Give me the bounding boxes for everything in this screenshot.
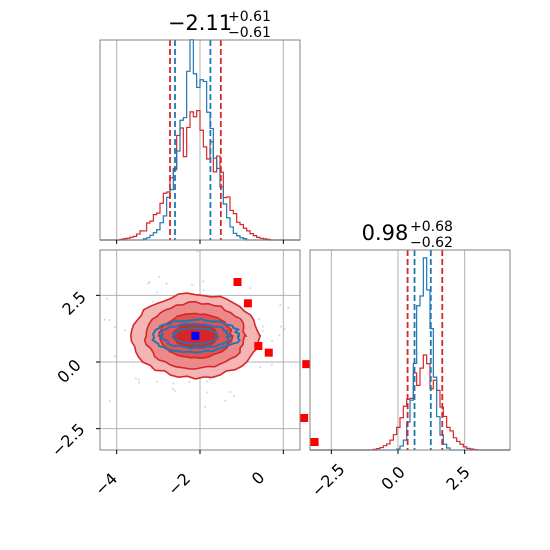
- sample-point: [158, 275, 161, 278]
- sample-point: [137, 378, 140, 381]
- sample-point: [199, 290, 202, 293]
- xtick-label: 0.0: [377, 462, 408, 493]
- sample-point: [155, 291, 158, 294]
- marker-red: [243, 299, 252, 308]
- sample-point: [271, 339, 274, 342]
- sample-point: [172, 382, 175, 385]
- xtick-label: −2.5: [308, 460, 349, 501]
- title-param-1-sub: −0.62: [410, 235, 453, 251]
- marker-blue: [191, 331, 200, 340]
- sample-point: [165, 282, 168, 285]
- title-param-0-sub: −0.61: [228, 25, 271, 41]
- sample-point: [258, 318, 261, 321]
- sample-point: [261, 325, 264, 328]
- sample-point: [191, 283, 194, 286]
- sample-point: [202, 288, 205, 291]
- sample-point: [283, 327, 286, 330]
- sample-point: [233, 395, 236, 398]
- sample-point: [202, 280, 205, 283]
- ytick-label: 0.0: [53, 355, 84, 386]
- marker-red: [300, 414, 309, 422]
- sample-point: [249, 287, 252, 290]
- sample-point: [124, 329, 127, 332]
- sample-point: [229, 390, 232, 393]
- xtick-label: 0: [248, 468, 269, 489]
- sample-point: [196, 250, 199, 253]
- series-blue-contour: [156, 322, 232, 350]
- sample-point: [224, 399, 227, 402]
- sample-point: [116, 305, 119, 308]
- sample-point: [134, 377, 137, 380]
- sample-point: [148, 281, 151, 284]
- sample-point: [204, 405, 207, 408]
- panel-joint-01: [96, 249, 319, 454]
- series-blue-histogram: [310, 257, 510, 451]
- xtick-label: −2: [164, 469, 194, 499]
- title-param-0-sup: +0.61: [228, 9, 271, 25]
- sample-point: [171, 387, 174, 390]
- sample-point: [155, 380, 158, 383]
- sample-point: [103, 318, 106, 321]
- marker-red: [264, 348, 273, 357]
- sample-point: [205, 391, 208, 394]
- sample-point: [108, 400, 111, 403]
- marker-red: [254, 342, 263, 350]
- xtick-label: −4: [91, 469, 121, 499]
- sample-point: [113, 355, 116, 358]
- axes-frame: [309, 249, 511, 451]
- series-blue-contour: [151, 318, 241, 354]
- title-param-0: −2.11: [168, 11, 232, 35]
- xtick-label: 2.5: [442, 462, 473, 493]
- sample-point: [208, 378, 211, 381]
- title-param-1-sup: +0.68: [410, 219, 453, 235]
- panel-marginal-1: [309, 249, 511, 454]
- sample-point: [259, 366, 262, 369]
- sample-point: [270, 363, 273, 366]
- sample-point: [287, 306, 290, 309]
- sample-point: [138, 381, 141, 384]
- ytick-label: −2.5: [48, 420, 89, 461]
- sample-point: [173, 389, 176, 392]
- marker-red: [302, 360, 311, 369]
- panel-marginal-0: [99, 39, 301, 244]
- series-red-histogram: [100, 110, 300, 241]
- sample-point: [151, 300, 154, 303]
- ytick-label: 2.5: [58, 287, 89, 318]
- marker-red: [310, 438, 319, 446]
- sample-point: [278, 334, 281, 337]
- sample-point: [279, 325, 282, 328]
- series-blue-contour: [170, 326, 219, 346]
- sample-point: [147, 282, 150, 285]
- sample-point: [261, 330, 264, 333]
- marker-red: [233, 278, 242, 286]
- sample-point: [188, 380, 191, 383]
- sample-point: [113, 326, 116, 329]
- sample-point: [206, 380, 209, 383]
- sample-point: [108, 319, 111, 322]
- sample-point: [105, 297, 108, 300]
- title-param-1: 0.98: [362, 221, 409, 245]
- sample-point: [279, 304, 282, 307]
- sample-point: [249, 361, 252, 364]
